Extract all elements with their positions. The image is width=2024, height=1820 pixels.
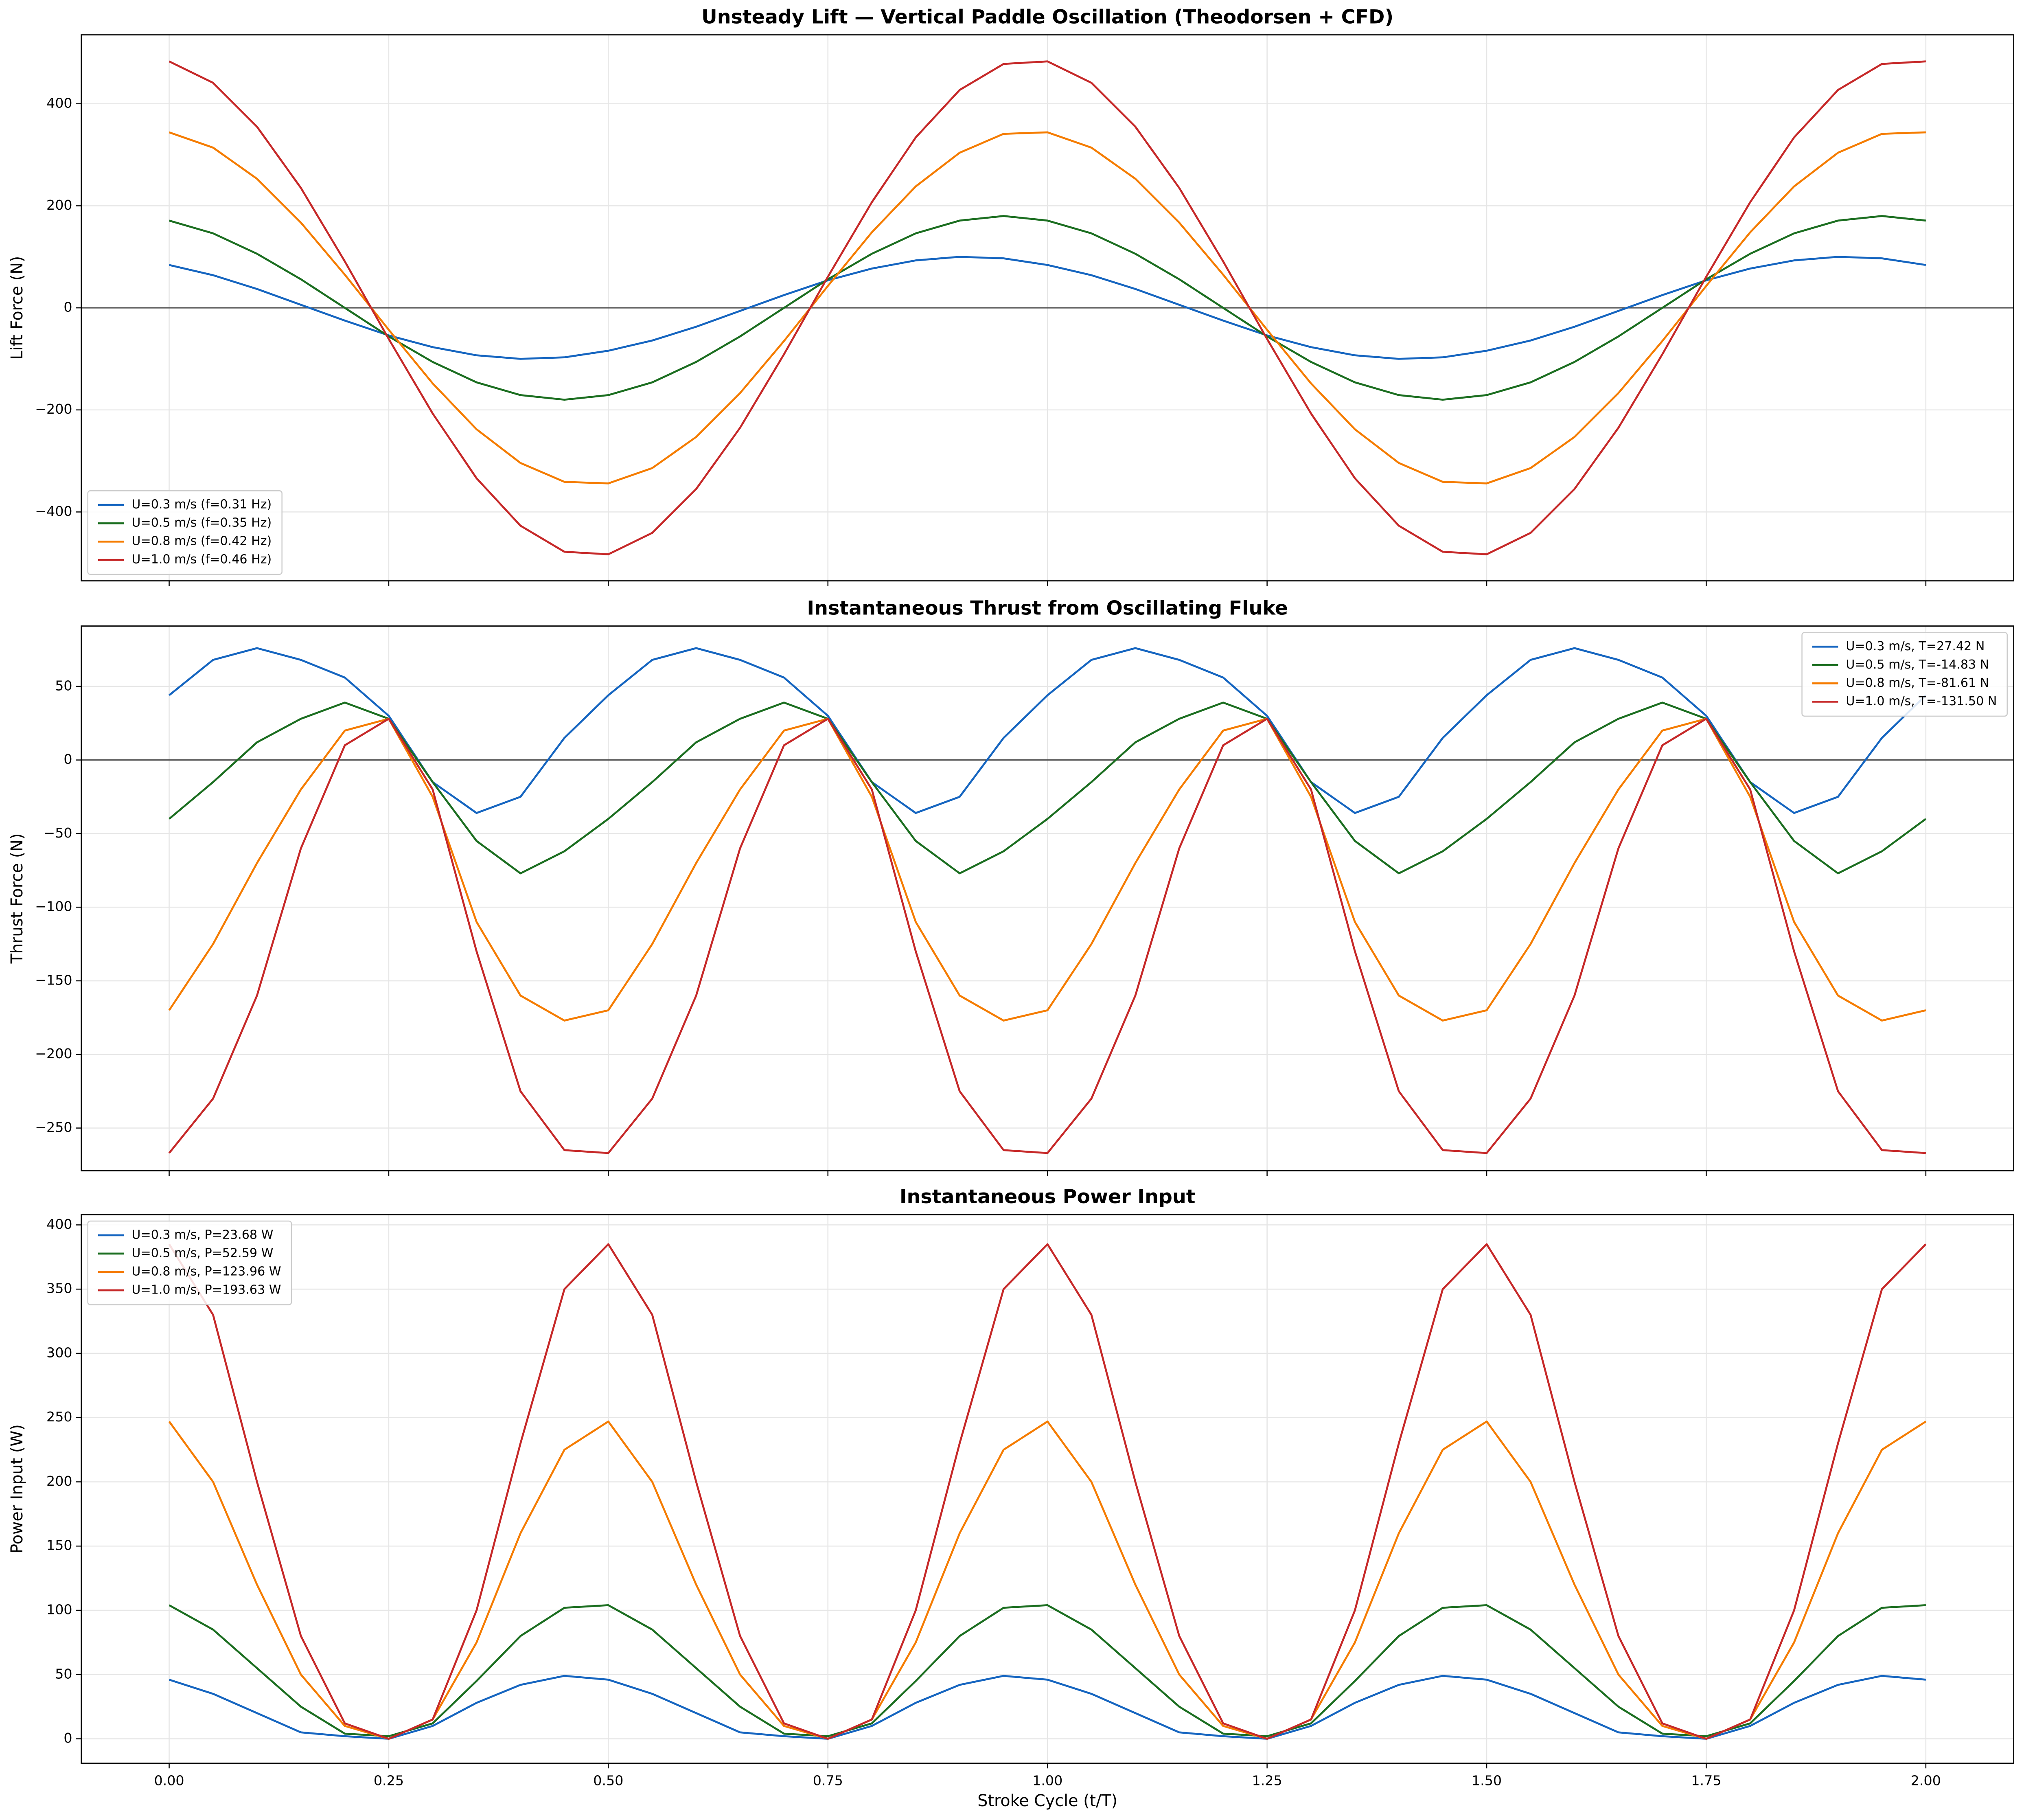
legend-label: U=1.0 m/s, P=193.63 W	[131, 1283, 281, 1297]
y-tick-label: −250	[35, 1119, 72, 1135]
series-line	[169, 702, 1927, 875]
series-line	[169, 647, 1927, 814]
x-tick-label: 1.75	[1691, 1772, 1721, 1788]
y-tick-label: 200	[46, 1473, 72, 1489]
series-line	[169, 60, 1926, 555]
legend-label: U=0.8 m/s, P=123.96 W	[131, 1264, 281, 1278]
x-tick-label: 0.50	[593, 1772, 623, 1788]
y-tick-label: 50	[55, 678, 72, 693]
y-tick-label: 100	[46, 1602, 72, 1618]
series-line	[168, 1243, 1927, 1740]
y-tick-label: −400	[35, 503, 72, 519]
legend-box	[87, 1220, 292, 1305]
y-tick-label: −50	[44, 825, 72, 841]
y-axis-label: Power Input (W)	[8, 1424, 26, 1554]
series-line	[168, 1420, 1927, 1740]
legend: U=0.3 m/s, T=27.42 N U=0.5 m/s, T=-14.83 …	[1801, 632, 2008, 717]
x-tick-label: 1.25	[1252, 1772, 1282, 1788]
x-tick-label: 0.75	[813, 1772, 843, 1788]
y-tick-label: 400	[46, 95, 72, 111]
y-axis-label: Thrust Force (N)	[8, 833, 26, 964]
legend-label: U=0.3 m/s, P=23.68 W	[131, 1228, 273, 1242]
x-axis-label: Stroke Cycle (t/T)	[977, 1791, 1117, 1810]
axes-frame	[81, 34, 2015, 582]
y-tick-label: 350	[46, 1281, 72, 1296]
y-tick-label: 0	[64, 299, 72, 315]
chart-title: Instantaneous Thrust from Oscillating Fl…	[807, 597, 1288, 619]
series-line	[169, 1604, 1926, 1737]
legend-label: U=0.3 m/s (f=0.31 Hz)	[131, 498, 272, 512]
chart-title: Unsteady Lift — Vertical Paddle Oscillat…	[701, 6, 1393, 28]
x-tick-label: 0.25	[374, 1772, 404, 1788]
legend: U=0.3 m/s (f=0.31 Hz) U=0.5 m/s (f=0.35 H…	[87, 490, 283, 575]
y-tick-label: −100	[35, 899, 72, 914]
y-tick-label: 50	[55, 1666, 72, 1682]
series-line	[169, 131, 1926, 485]
plot-area	[168, 1243, 1927, 1740]
x-tick-label: 0.00	[154, 1772, 184, 1788]
y-tick-label: 0	[64, 1730, 72, 1746]
series-line	[169, 1675, 1926, 1740]
series-line	[168, 717, 1926, 1154]
y-tick-label: 0	[64, 751, 72, 767]
legend-box	[87, 490, 283, 575]
legend-label: U=0.3 m/s, T=27.42 N	[1846, 639, 1985, 653]
x-tick-label: 1.00	[1032, 1772, 1062, 1788]
legend: U=0.3 m/s, P=23.68 W U=0.5 m/s, P=52.59 W…	[87, 1220, 292, 1305]
y-tick-label: 250	[46, 1409, 72, 1425]
chart-title: Instantaneous Power Input	[900, 1186, 1196, 1208]
y-tick-label: 150	[46, 1537, 72, 1553]
plot-area	[169, 60, 1926, 555]
series-line	[169, 215, 1926, 401]
y-tick-label: 300	[46, 1344, 72, 1360]
y-tick-label: −200	[35, 401, 72, 417]
legend-label: U=0.5 m/s, T=-14.83 N	[1846, 658, 1989, 672]
legend-label: U=0.8 m/s, T=-81.61 N	[1846, 676, 1989, 690]
y-axis-label: Lift Force (N)	[8, 256, 26, 360]
y-tick-label: 200	[46, 197, 72, 213]
legend-label: U=0.5 m/s, P=52.59 W	[131, 1246, 273, 1260]
legend-box	[1801, 632, 2008, 717]
legend-label: U=0.5 m/s (f=0.35 Hz)	[131, 516, 272, 530]
series-line	[169, 256, 1926, 360]
series-line	[168, 717, 1926, 1022]
y-tick-label: −150	[35, 972, 72, 988]
x-tick-label: 1.50	[1472, 1772, 1502, 1788]
plot-area	[168, 647, 1927, 1154]
axes-frame	[81, 625, 2015, 1171]
legend-label: U=1.0 m/s (f=0.46 Hz)	[131, 553, 272, 567]
legend-label: U=1.0 m/s, T=-131.50 N	[1846, 694, 1997, 708]
x-tick-label: 2.00	[1911, 1772, 1941, 1788]
legend-label: U=0.8 m/s (f=0.42 Hz)	[131, 534, 272, 548]
axes-frame	[81, 1214, 2015, 1764]
y-tick-label: 400	[46, 1216, 72, 1232]
y-tick-label: −200	[35, 1046, 72, 1061]
